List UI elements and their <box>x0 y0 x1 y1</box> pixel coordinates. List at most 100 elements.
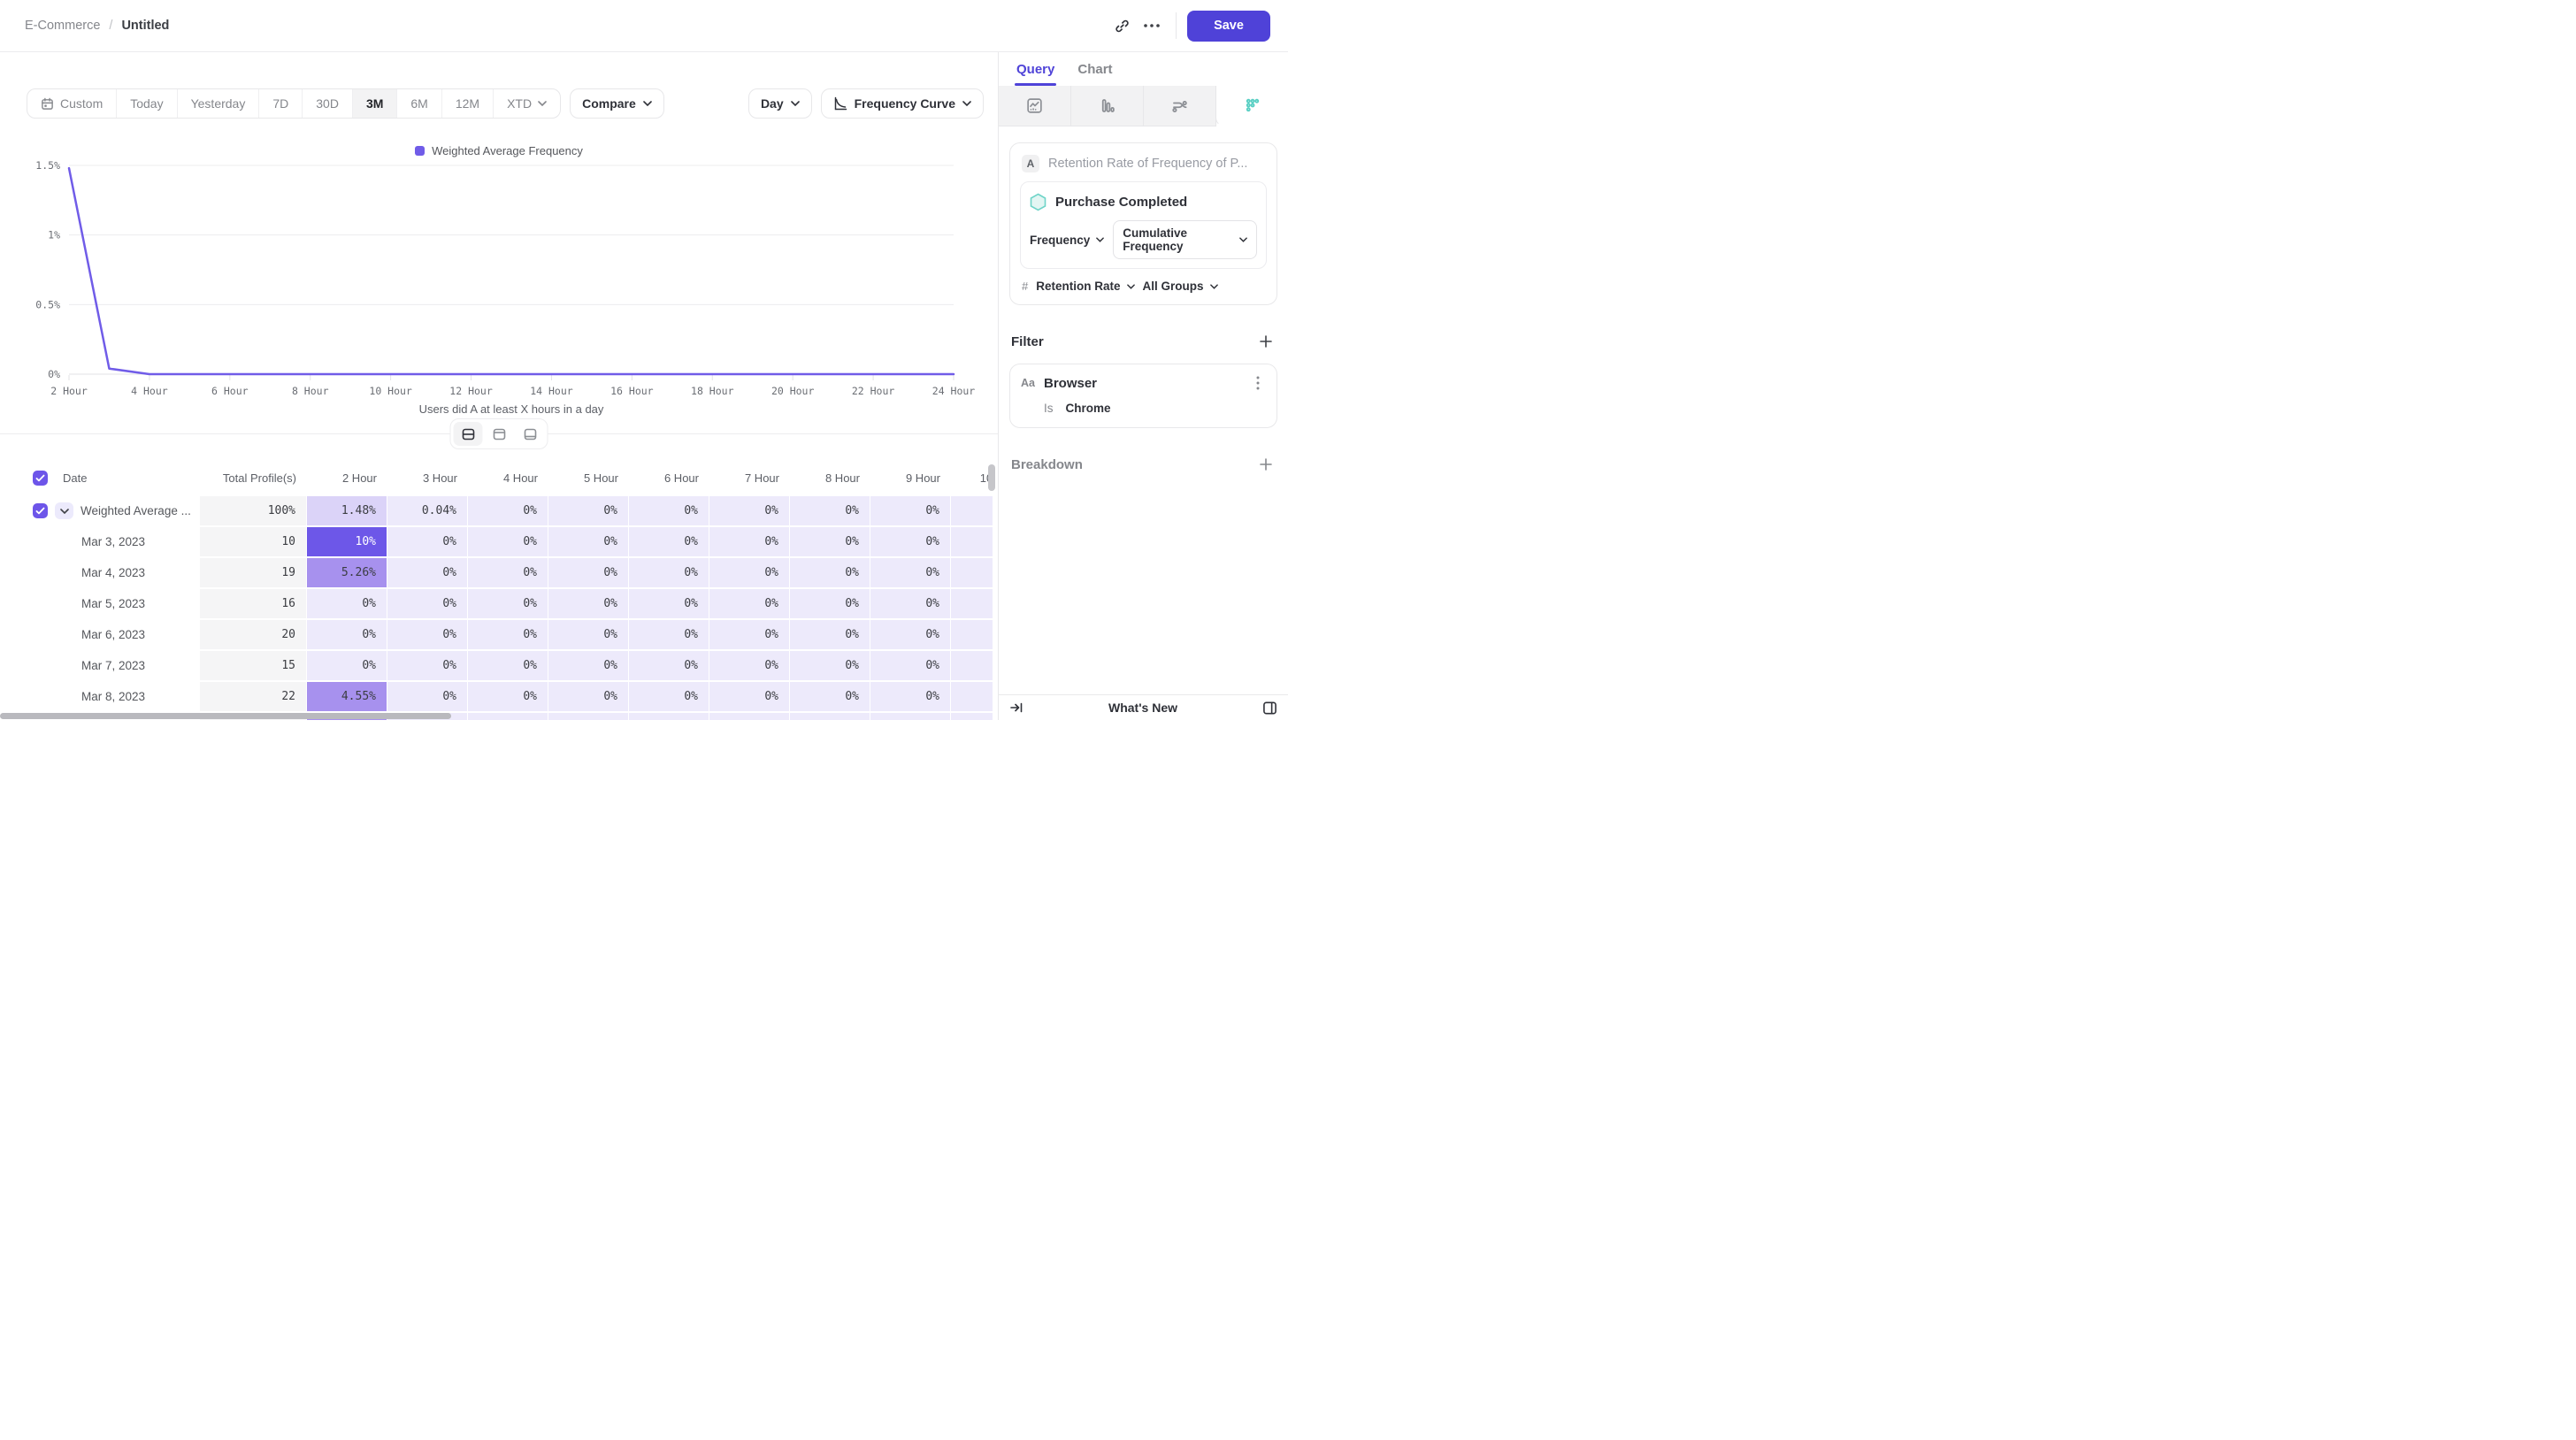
column-header-4-hour[interactable]: 4 Hour <box>502 471 538 485</box>
column-header-9-hour[interactable]: 9 Hour <box>905 471 940 485</box>
range-7d[interactable]: 7D <box>259 89 303 118</box>
app-window: E-Commerce / Untitled Save <box>0 0 1288 720</box>
table-row[interactable]: Mar 7, 2023 15 0% 0% 0% 0% 0% 0% 0% 0% <box>0 651 993 680</box>
top-bar: E-Commerce / Untitled Save <box>0 0 1288 52</box>
value-cell: 0% <box>790 620 870 649</box>
value-cell: 0% <box>387 682 467 711</box>
compare-button[interactable]: Compare <box>570 88 664 119</box>
add-filter-button[interactable] <box>1256 332 1276 351</box>
add-breakdown-button[interactable] <box>1256 455 1276 474</box>
value-cell <box>468 713 548 720</box>
row-label-cell: Mar 7, 2023 <box>0 651 200 680</box>
breadcrumb-report-name[interactable]: Untitled <box>121 19 170 33</box>
range-3m[interactable]: 3M <box>352 89 398 118</box>
column-header-8-hour[interactable]: 8 Hour <box>824 471 860 485</box>
chart-style-dropdown[interactable]: Frequency Curve <box>820 88 984 119</box>
column-header-5-hour[interactable]: 5 Hour <box>583 471 618 485</box>
copy-link-button[interactable] <box>1107 11 1137 41</box>
column-header-date[interactable]: Date <box>0 466 200 489</box>
filter-options-kebab-icon[interactable] <box>1250 375 1266 391</box>
column-header-3-hour[interactable]: 3 Hour <box>422 471 457 485</box>
total-profiles-cell: 15 <box>200 651 306 680</box>
select-all-checkbox[interactable] <box>33 470 48 486</box>
date-range-toolbar: Custom Today Yesterday 7D 30D 3M 6M 12M XTD Comp… <box>27 88 984 119</box>
collapse-sidebar-icon[interactable] <box>1009 701 1024 715</box>
value-cell <box>951 496 993 525</box>
value-cell <box>951 558 993 587</box>
tab-query[interactable]: Query <box>1014 52 1057 86</box>
range-yesterday[interactable]: Yesterday <box>178 89 260 118</box>
value-cell: 0% <box>870 589 950 618</box>
value-cell: 0% <box>548 682 628 711</box>
total-profiles-cell: 19 <box>200 558 306 587</box>
report-panel: Custom Today Yesterday 7D 30D 3M 6M 12M XTD Comp… <box>0 52 998 720</box>
filter-operator[interactable]: Is <box>1044 402 1054 415</box>
range-xtd[interactable]: XTD <box>494 89 560 118</box>
expand-row-chevron[interactable] <box>55 502 73 519</box>
chart-view-toggle[interactable] <box>485 422 514 446</box>
vertical-scrollbar[interactable] <box>988 464 995 491</box>
legend-swatch <box>415 146 426 156</box>
measure-value-dropdown[interactable]: Cumulative Frequency <box>1113 220 1257 259</box>
tab-flows-chart[interactable] <box>1144 86 1216 126</box>
row-label: Mar 3, 2023 <box>81 535 146 548</box>
value-cell: 0% <box>790 527 870 556</box>
groups-dropdown[interactable]: All Groups <box>1143 280 1218 293</box>
event-name[interactable]: Purchase Completed <box>1055 195 1188 210</box>
frequency-curve-icon <box>833 96 847 111</box>
value-cell: 0% <box>387 527 467 556</box>
column-header-7-hour[interactable]: 7 Hour <box>744 471 779 485</box>
tab-bar-chart[interactable] <box>1071 86 1144 126</box>
chart-legend: Weighted Average Frequency <box>0 144 998 157</box>
whats-new-button[interactable]: What's New <box>1108 701 1177 715</box>
table-row[interactable]: Mar 4, 2023 19 5.26% 0% 0% 0% 0% 0% 0% 0% <box>0 558 993 587</box>
string-property-icon: Aa <box>1021 377 1035 389</box>
column-header-2-hour[interactable]: 2 Hour <box>341 471 377 485</box>
row-label-cell: Mar 6, 2023 <box>0 620 200 649</box>
value-cell: 0% <box>709 558 789 587</box>
value-cell: 0% <box>629 682 709 711</box>
more-options-button[interactable] <box>1137 11 1167 41</box>
row-checkbox[interactable] <box>33 503 48 518</box>
filter-property[interactable]: Browser <box>1043 375 1098 391</box>
frequency-line-series[interactable] <box>67 166 955 376</box>
value-cell: 0% <box>629 558 709 587</box>
column-header-total-profile-s-[interactable]: Total Profile(s) <box>222 471 296 485</box>
layout-columns-icon[interactable] <box>1262 701 1277 716</box>
table-row[interactable]: Mar 8, 2023 22 4.55% 0% 0% 0% 0% 0% 0% 0% <box>0 682 993 711</box>
measure-dropdown[interactable]: Frequency <box>1030 234 1105 247</box>
ellipsis-icon <box>1144 24 1160 27</box>
range-30d[interactable]: 30D <box>303 89 353 118</box>
chevron-down-icon <box>642 101 652 106</box>
range-12m[interactable]: 12M <box>442 89 494 118</box>
table-row[interactable]: Weighted Average ... 100% 1.48% 0.04% 0% 0% 0%… <box>0 496 993 525</box>
tab-insights-chart[interactable] <box>999 86 1071 126</box>
value-cell: 0.04% <box>387 496 467 525</box>
save-button[interactable]: Save <box>1187 10 1270 42</box>
tab-chart[interactable]: Chart <box>1077 61 1113 77</box>
range-6m[interactable]: 6M <box>397 89 442 118</box>
x-axis-tick-label: 8 Hour <box>292 385 329 397</box>
horizontal-scrollbar[interactable] <box>0 713 451 719</box>
split-view-toggle[interactable] <box>453 422 483 446</box>
value-cell: 0% <box>548 589 628 618</box>
y-axis-tick-label: 1.5% <box>35 159 60 172</box>
table-row[interactable]: Mar 6, 2023 20 0% 0% 0% 0% 0% 0% 0% 0% <box>0 620 993 649</box>
column-header-10-hour[interactable]: 10 Hour <box>979 471 993 485</box>
tab-retention-dots[interactable] <box>1215 86 1288 126</box>
table-row[interactable]: Mar 5, 2023 16 0% 0% 0% 0% 0% 0% 0% 0% <box>0 589 993 618</box>
granularity-dropdown[interactable]: Day <box>748 88 812 119</box>
breadcrumb-project[interactable]: E-Commerce <box>25 19 101 33</box>
table-row[interactable]: Mar 3, 2023 10 10% 0% 0% 0% 0% 0% 0% 0% <box>0 527 993 556</box>
metric-dropdown[interactable]: Retention Rate <box>1036 280 1135 293</box>
value-cell: 0% <box>790 589 870 618</box>
column-header-6-hour[interactable]: 6 Hour <box>663 471 699 485</box>
range-today[interactable]: Today <box>117 89 178 118</box>
legend-label: Weighted Average Frequency <box>432 144 583 157</box>
value-cell: 0% <box>387 589 467 618</box>
value-cell: 0% <box>548 558 628 587</box>
range-custom[interactable]: Custom <box>27 89 118 118</box>
table-view-toggle[interactable] <box>516 422 545 446</box>
view-toggle-group <box>449 418 548 449</box>
filter-value[interactable]: Chrome <box>1065 402 1111 415</box>
